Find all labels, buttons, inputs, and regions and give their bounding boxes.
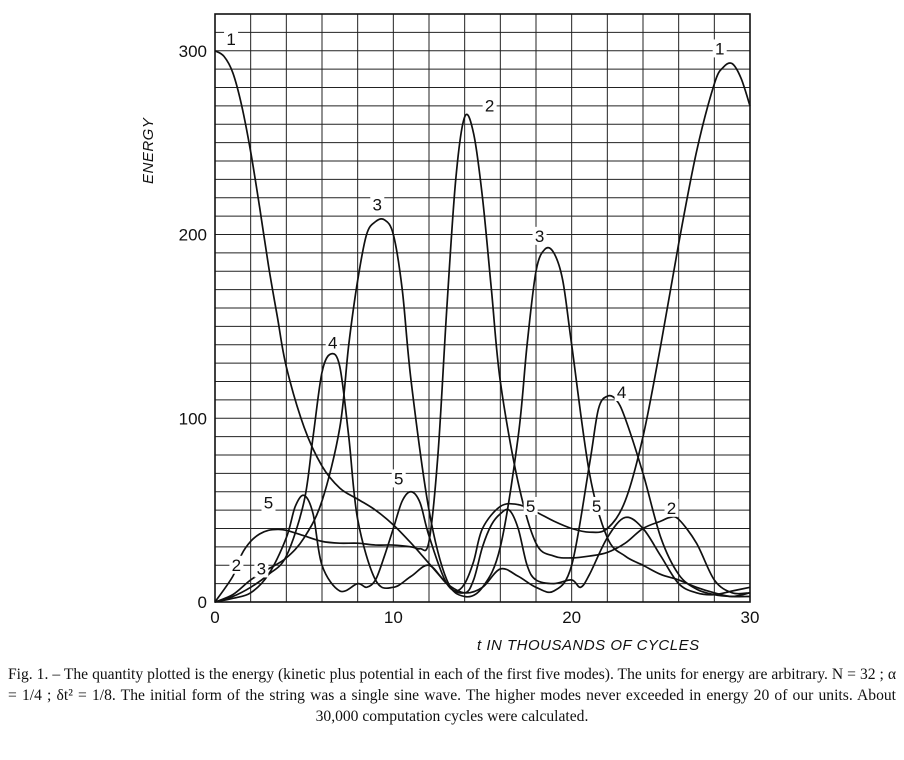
energy-curves	[214, 49, 751, 603]
curve-label: 4	[617, 383, 626, 402]
curve-label-backdrop	[589, 496, 604, 515]
x-tick-label: 0	[210, 608, 219, 627]
grid	[215, 14, 750, 602]
x-tick-label: 30	[741, 608, 760, 627]
curve-label: 2	[667, 499, 676, 518]
curve-label-backdrop	[370, 195, 385, 214]
curve-label-backdrop	[614, 383, 629, 402]
curve-label-backdrop	[229, 555, 244, 574]
y-tick-label: 300	[179, 42, 207, 61]
curve-label: 1	[226, 30, 235, 49]
series-5-line	[214, 490, 751, 603]
curve-label: 5	[264, 493, 273, 512]
curve-label-backdrop	[712, 39, 727, 58]
curve-label-backdrop	[482, 96, 497, 115]
series-3-line	[214, 217, 751, 603]
x-tick-label: 20	[562, 608, 581, 627]
x-tick-label: 10	[384, 608, 403, 627]
curve-label-backdrop	[224, 30, 239, 49]
y-tick-label: 200	[179, 226, 207, 245]
series-4-line	[214, 352, 751, 603]
curve-label: 3	[535, 227, 544, 246]
x-axis-title: t IN THOUSANDS OF CYCLES	[477, 637, 700, 654]
curve-label: 2	[485, 96, 494, 115]
series-2-line	[214, 113, 751, 603]
curve-label: 5	[592, 497, 601, 516]
curve-label-backdrop	[391, 469, 406, 488]
curve-label-backdrop	[254, 559, 269, 578]
curve-label: 3	[373, 196, 382, 215]
curve-label: 3	[257, 559, 266, 578]
curve-label: 1	[715, 39, 724, 58]
y-tick-label: 100	[179, 409, 207, 428]
curve-label: 2	[232, 556, 241, 575]
curve-label-backdrop	[325, 333, 340, 352]
series-1-line	[214, 49, 751, 592]
y-axis-title: ENERGY	[140, 117, 157, 184]
y-tick-label: 0	[198, 593, 207, 612]
curve-label: 4	[328, 333, 337, 352]
plot-frame	[214, 13, 751, 603]
curve-label: 5	[394, 469, 403, 488]
curve-label: 5	[526, 497, 535, 516]
curve-label-backdrop	[261, 493, 276, 512]
curve-label-backdrop	[523, 496, 538, 515]
curve-label-backdrop	[664, 498, 679, 517]
figure-caption: Fig. 1. – The quantity plotted is the en…	[8, 666, 896, 725]
curve-label-backdrop	[532, 226, 547, 245]
